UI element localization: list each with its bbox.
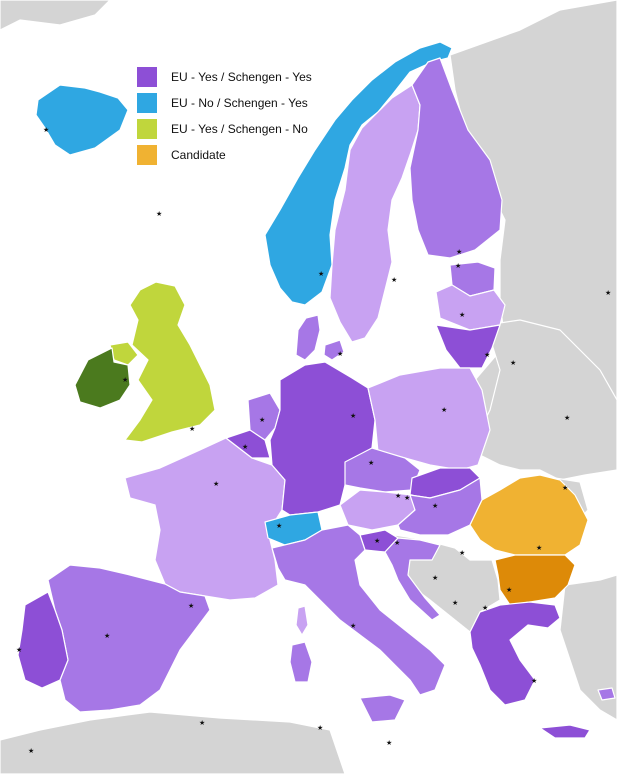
country-norway <box>264 41 453 306</box>
legend-item: EU - No / Schengen - Yes <box>137 90 312 116</box>
capital-marker: ★ <box>395 492 401 500</box>
legend-label: EU - Yes / Schengen - Yes <box>171 70 312 84</box>
capital-marker: ★ <box>506 586 512 594</box>
capital-marker: ★ <box>391 276 397 284</box>
country-croatia <box>384 537 441 621</box>
capital-marker: ★ <box>104 632 110 640</box>
country-crete <box>539 724 591 739</box>
capital-marker: ★ <box>213 480 219 488</box>
legend-swatch <box>137 67 157 87</box>
country-corsica <box>295 605 309 636</box>
capital-marker: ★ <box>16 646 22 654</box>
capital-marker: ★ <box>156 210 162 218</box>
capital-marker: ★ <box>199 719 205 727</box>
country-latvia <box>435 284 506 331</box>
legend-swatch <box>137 145 157 165</box>
legend-label: EU - No / Schengen - Yes <box>171 96 308 110</box>
land-north-africa <box>0 711 346 774</box>
capital-marker: ★ <box>459 549 465 557</box>
country-hungary <box>397 477 483 536</box>
country-cyprus <box>597 687 616 701</box>
legend-item: EU - Yes / Schengen - Yes <box>137 64 312 90</box>
capital-marker: ★ <box>242 443 248 451</box>
capital-marker: ★ <box>432 574 438 582</box>
country-lithuania <box>435 324 501 369</box>
legend-swatch <box>137 119 157 139</box>
capital-marker: ★ <box>317 724 323 732</box>
country-iceland <box>35 84 129 156</box>
capital-marker: ★ <box>259 416 265 424</box>
capital-marker: ★ <box>350 412 356 420</box>
legend: EU - Yes / Schengen - Yes EU - No / Sche… <box>137 64 312 168</box>
country-ireland <box>74 347 131 409</box>
country-united-kingdom <box>124 281 216 443</box>
capital-marker: ★ <box>432 502 438 510</box>
capital-marker: ★ <box>564 414 570 422</box>
country-sweden <box>329 84 421 343</box>
capital-marker: ★ <box>350 622 356 630</box>
capital-marker: ★ <box>318 270 324 278</box>
country-finland <box>409 57 503 259</box>
country-sardinia <box>289 641 313 683</box>
capital-marker: ★ <box>394 539 400 547</box>
capital-marker: ★ <box>386 739 392 747</box>
country-denmark-islands <box>323 339 345 361</box>
country-sicily <box>359 694 406 723</box>
capital-marker: ★ <box>28 747 34 755</box>
capital-markers: ★ ★ ★ ★ ★ ★ ★ ★ ★ ★ ★ ★ ★ ★ ★ ★ ★ ★ ★ ★ … <box>16 126 611 755</box>
capital-marker: ★ <box>441 406 447 414</box>
land-turkey <box>559 574 617 721</box>
capital-marker: ★ <box>452 599 458 607</box>
capital-marker: ★ <box>459 311 465 319</box>
country-portugal <box>17 591 69 689</box>
capital-marker: ★ <box>605 289 611 297</box>
land-greenland-edge <box>0 0 111 31</box>
capital-marker: ★ <box>562 484 568 492</box>
capital-marker: ★ <box>536 544 542 552</box>
country-italy <box>271 524 446 696</box>
country-bulgaria <box>494 554 576 606</box>
capital-marker: ★ <box>482 604 488 612</box>
capital-marker: ★ <box>484 351 490 359</box>
legend-label: Candidate <box>171 148 226 162</box>
country-romania <box>469 474 589 556</box>
capital-marker: ★ <box>189 425 195 433</box>
country-belgium <box>225 429 271 459</box>
capital-marker: ★ <box>455 262 461 270</box>
capital-marker: ★ <box>43 126 49 134</box>
legend-label: EU - Yes / Schengen - No <box>171 122 308 136</box>
country-denmark <box>295 314 321 361</box>
capital-marker: ★ <box>374 537 380 545</box>
capital-marker: ★ <box>188 602 194 610</box>
legend-item: EU - Yes / Schengen - No <box>137 116 312 142</box>
country-greece <box>469 601 561 706</box>
capital-marker: ★ <box>510 359 516 367</box>
capital-marker: ★ <box>368 459 374 467</box>
capital-marker: ★ <box>337 350 343 358</box>
capital-marker: ★ <box>404 494 410 502</box>
capital-marker: ★ <box>531 677 537 685</box>
capital-marker: ★ <box>456 248 462 256</box>
capital-marker: ★ <box>276 522 282 530</box>
legend-item: Candidate <box>137 142 312 168</box>
legend-swatch <box>137 93 157 113</box>
capital-marker: ★ <box>122 376 128 384</box>
